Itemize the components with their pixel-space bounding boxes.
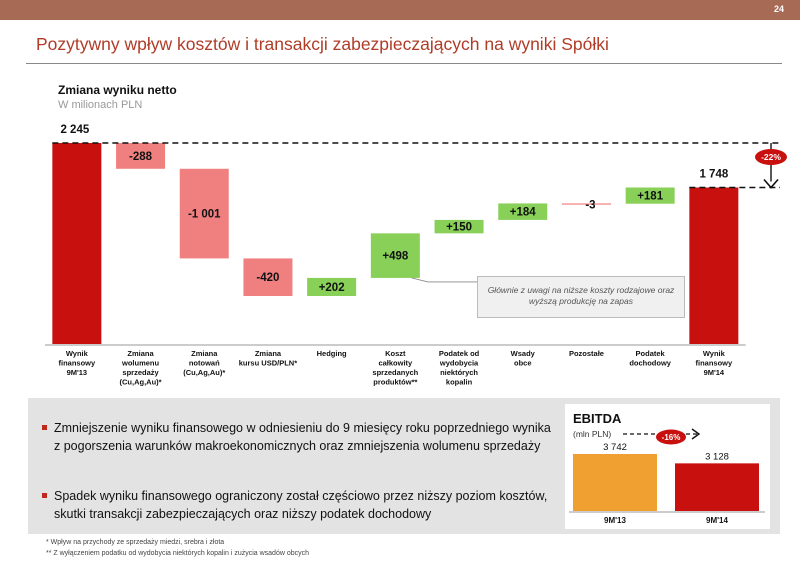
- category-label: kursu USD/PLN*: [239, 359, 297, 368]
- ebitda-unit: (mln PLN): [573, 429, 612, 439]
- cost-annotation-box: Głównie z uwagi na niższe koszty rodzajo…: [477, 276, 685, 318]
- footnote: ** Z wyłączeniem podatku od wydobycia ni…: [46, 550, 310, 557]
- category-label: niektórych: [440, 368, 478, 377]
- category-label: (Cu,Ag,Au)*: [120, 378, 162, 387]
- bar-value-label: -288: [129, 151, 153, 163]
- ebitda-bar: [675, 463, 759, 511]
- waterfall-chart-unit: W milionach PLN: [58, 99, 143, 111]
- bar-value-label: +202: [319, 282, 345, 294]
- category-label: Zmiana: [255, 349, 282, 358]
- bar-value-label: +184: [510, 207, 537, 219]
- bar-value-label: +181: [637, 191, 664, 203]
- waterfall-bar: [689, 187, 739, 344]
- waterfall-bar: [116, 143, 166, 169]
- bar-value-label: -3: [585, 199, 595, 211]
- footnote: * Wpływ na przychody ze sprzedaży miedzi…: [46, 539, 225, 546]
- category-label: Hedging: [317, 349, 347, 358]
- bar-value-label: +498: [382, 251, 409, 263]
- waterfall-bar: [498, 203, 548, 220]
- change-badge-label: -22%: [761, 152, 781, 162]
- ebitda-value-label: 3 128: [705, 451, 729, 462]
- category-label: Podatek: [636, 349, 666, 358]
- bullet-item: Spadek wyniku finansowego ograniczony zo…: [42, 487, 559, 523]
- bullet-text: Zmniejszenie wyniku finansowego w odnies…: [54, 421, 551, 453]
- category-label: Zmiana: [127, 349, 154, 358]
- category-label: wolumenu: [121, 359, 160, 368]
- waterfall-bar: [243, 258, 293, 297]
- category-label: Pozostałe: [569, 349, 604, 358]
- waterfall-chart-title: Zmiana wyniku netto: [58, 83, 177, 97]
- change-badge: [755, 149, 787, 165]
- category-label: Podatek od: [439, 349, 480, 358]
- waterfall-bar: [370, 233, 420, 278]
- category-label: Wsady: [511, 349, 536, 358]
- bar-value-label: 2 245: [60, 124, 89, 136]
- ebitda-category-label: 9M'14: [706, 516, 728, 525]
- bar-value-label: 1 748: [699, 168, 728, 180]
- waterfall-bar: [307, 277, 357, 297]
- ebitda-value-label: 3 742: [603, 442, 627, 453]
- change-arrow-down-icon: [763, 178, 779, 189]
- category-label: Zmiana: [191, 349, 218, 358]
- ebitda-category-label: 9M'13: [604, 516, 626, 525]
- waterfall-chart: 2 245Wynikfinansowy9M'13-288Zmianawolume…: [45, 124, 787, 387]
- category-label: Wynik: [66, 349, 89, 358]
- waterfall-bar: [625, 187, 675, 204]
- category-label: produktów**: [373, 378, 417, 387]
- ebitda-chart: 3 742 9M'13 3 128 9M'14 -16%: [569, 428, 765, 525]
- bullet-item: Zmniejszenie wyniku finansowego w odnies…: [42, 419, 559, 455]
- ebitda-panel: 3 742 9M'13 3 128 9M'14 -16% EBITDA (mln PLN…: [565, 404, 770, 529]
- category-label: Koszt: [385, 349, 406, 358]
- page-title: Pozytywny wpływ kosztów i transakcji zab…: [36, 34, 609, 54]
- bullet-square-icon: [42, 493, 47, 498]
- category-label: sprzedanych: [372, 368, 418, 377]
- waterfall-bar: [179, 168, 229, 259]
- waterfall-bar: [561, 203, 611, 205]
- ebitda-bar: [573, 454, 657, 511]
- category-label: finansowy: [696, 359, 734, 368]
- bar-value-label: -420: [256, 272, 279, 284]
- category-label: całkowity: [378, 359, 413, 368]
- ebitda-title: EBITDA: [573, 411, 622, 426]
- bar-value-label: -1 001: [188, 209, 221, 221]
- category-label: dochodowy: [629, 359, 671, 368]
- category-label: (Cu,Ag,Au)*: [183, 368, 225, 377]
- ebitda-arrow-right-icon: [691, 428, 701, 440]
- category-label: sprzedaży: [122, 368, 159, 377]
- page-number: 24: [773, 4, 784, 14]
- category-label: 9M'14: [704, 368, 725, 377]
- category-label: kopalin: [446, 378, 473, 387]
- title-divider: [26, 63, 782, 64]
- ebitda-change-badge-label: -16%: [662, 433, 681, 442]
- bullet-text: Spadek wyniku finansowego ograniczony zo…: [54, 489, 548, 521]
- category-label: Wynik: [703, 349, 726, 358]
- category-label: wydobycia: [439, 359, 479, 368]
- top-bar: 24: [0, 0, 800, 20]
- category-label: obce: [514, 359, 532, 368]
- annotation-connector: [411, 277, 478, 283]
- ebitda-change-badge: [656, 429, 686, 445]
- waterfall-bar: [434, 219, 484, 234]
- category-label: finansowy: [59, 359, 97, 368]
- category-label: notowań: [189, 359, 220, 368]
- waterfall-bar: [52, 143, 102, 344]
- category-label: 9M'13: [67, 368, 88, 377]
- bar-value-label: +150: [446, 222, 472, 234]
- bullet-square-icon: [42, 425, 47, 430]
